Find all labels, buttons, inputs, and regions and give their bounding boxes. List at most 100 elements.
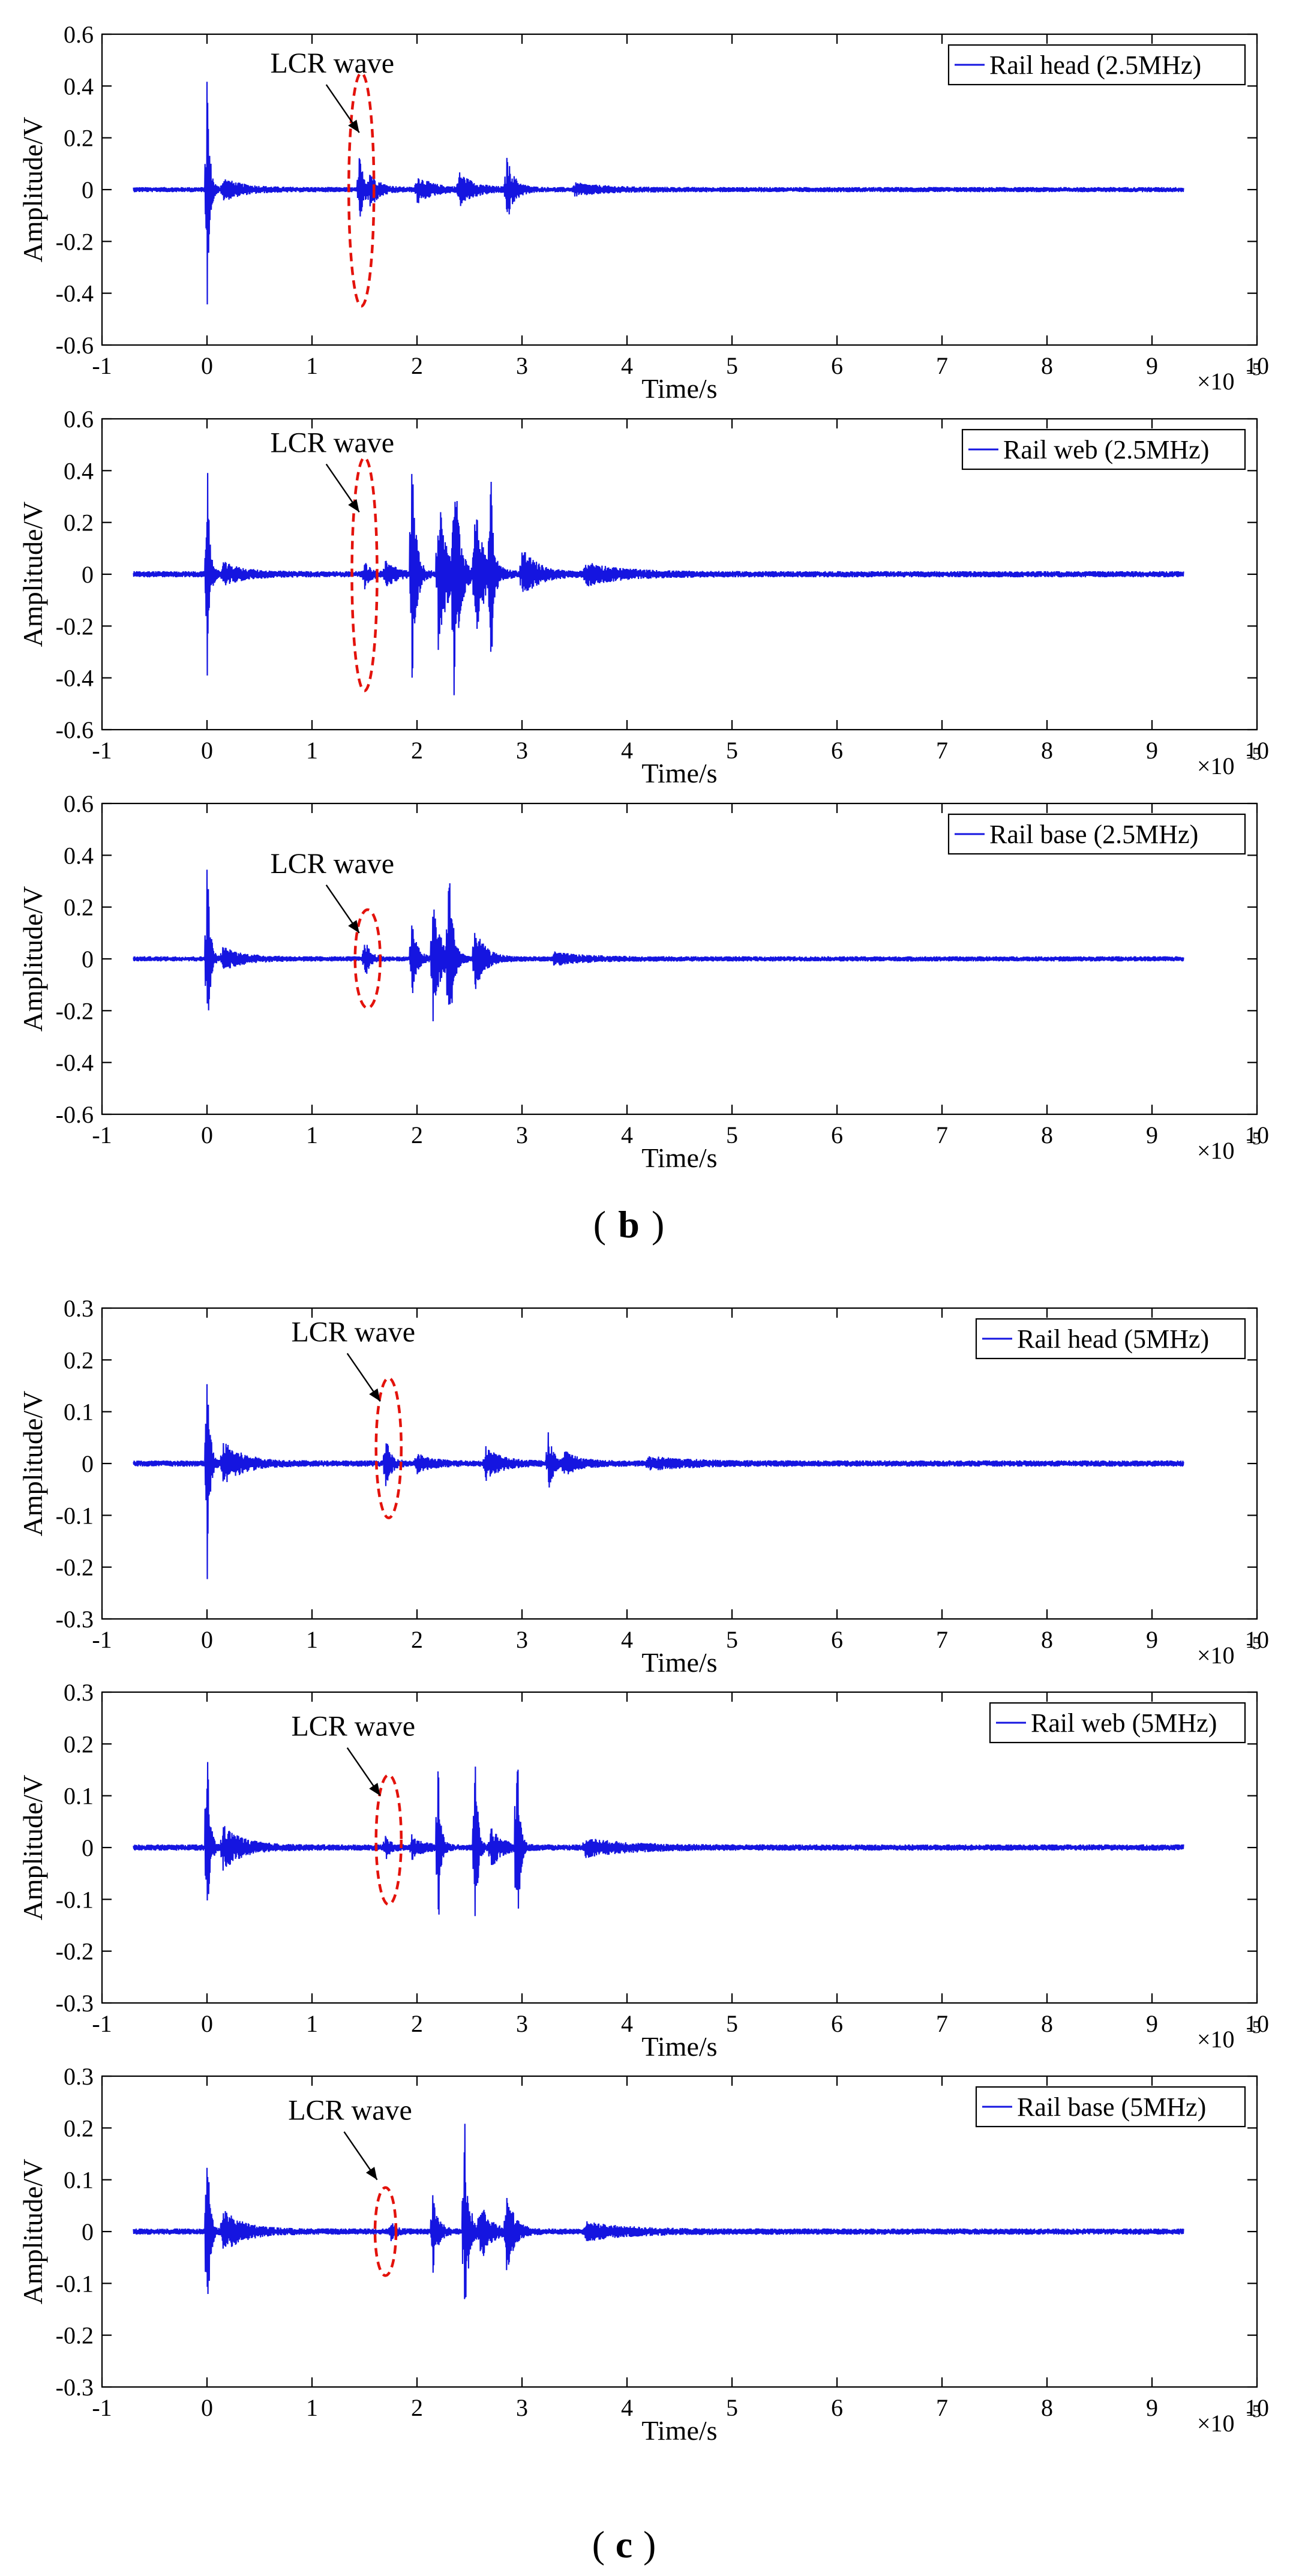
y-tick-label: 0.1 — [64, 2167, 94, 2194]
y-tick-label: 0 — [82, 1834, 94, 1861]
chart-2: -1 0 1 2 3 4 5 6 7 8 9 10 -0.6 -0.4 -0.2 0 0.2 0.4 0.6 Time… — [17, 406, 1269, 788]
lcr-arrow-head — [348, 119, 359, 133]
x-tick-label: 6 — [831, 2394, 843, 2421]
lcr-annotation: LCR wave — [270, 47, 394, 79]
x-tick-label: -1 — [92, 2394, 112, 2421]
y-tick-label: -0.2 — [56, 1938, 94, 1965]
x-tick-label: 4 — [621, 1626, 633, 1653]
y-axis-label: Amplitude/V — [17, 2159, 48, 2305]
legend-label: Rail web (2.5MHz) — [1003, 435, 1209, 464]
x-tick-label: 9 — [1146, 2394, 1158, 2421]
x-tick-label: 7 — [936, 2394, 948, 2421]
signal-trace — [133, 1762, 1184, 1917]
x-tick-label: 0 — [201, 737, 213, 764]
lcr-arrow-head — [365, 2167, 377, 2180]
x-tick-label: 4 — [621, 1121, 633, 1148]
x-tick-label: 10 — [1245, 352, 1269, 379]
legend-label: Rail web (5MHz) — [1031, 1708, 1217, 1738]
chart-4: -1 0 1 2 3 4 5 6 7 8 9 10 -0.3 -0.2 -0.1 0 0.1 0.2 0.3 Time… — [17, 1295, 1269, 1678]
lcr-annotation: LCR wave — [291, 1316, 415, 1348]
x-tick-label: 9 — [1146, 1626, 1158, 1653]
y-tick-label: 0.3 — [64, 1295, 94, 1322]
charts-group: -1 0 1 2 3 4 5 6 7 8 9 10-0.6-0.4-0.200.20.40.6Time… — [17, 21, 1269, 2446]
x-tick-label: 3 — [516, 352, 528, 379]
legend-box — [947, 813, 1246, 855]
x-tick-label: 5 — [726, 2394, 738, 2421]
y-tick-label: -0.3 — [56, 2374, 94, 2401]
y-axis-label: Amplitude/V — [17, 1391, 48, 1537]
x-tick-label: 9 — [1146, 737, 1158, 764]
x-tick-label: 5 — [726, 1121, 738, 1148]
legend-box — [989, 1702, 1246, 1744]
x-tick-label: 9 — [1146, 2010, 1158, 2037]
y-tick-label: 0 — [82, 946, 94, 973]
x-tick-label: 10 — [1245, 737, 1269, 764]
x-axis-label: Time/s — [641, 2031, 717, 2062]
legend-label: Rail head (2.5MHz) — [989, 50, 1201, 80]
lcr-annotation: LCR wave — [291, 1711, 415, 1743]
lcr-arrow-head — [369, 1783, 380, 1796]
x-tick-label: -1 — [92, 352, 112, 379]
legend-box — [947, 44, 1246, 86]
x-multiplier-label: ×10 — [1197, 752, 1235, 779]
x-tick-label: 7 — [936, 352, 948, 379]
legend-box — [975, 1318, 1246, 1360]
panel-label-c-open: ( — [592, 2523, 605, 2566]
y-tick-label: -0.2 — [56, 2322, 94, 2349]
x-multiplier-exponent: -5 — [1246, 1129, 1261, 1148]
x-tick-label: -1 — [92, 2010, 112, 2037]
panel-label-b-close: ) — [652, 1203, 664, 1246]
x-tick-label: 8 — [1041, 2394, 1053, 2421]
x-tick-label: 7 — [936, 2010, 948, 2037]
y-tick-label: -0.2 — [56, 228, 94, 255]
y-tick-label: 0.2 — [64, 1347, 94, 1374]
x-tick-label: 0 — [201, 2010, 213, 2037]
x-tick-label: 6 — [831, 737, 843, 764]
y-tick-label: 0.2 — [64, 509, 94, 536]
x-tick-label: -1 — [92, 737, 112, 764]
legend-label: Rail head (5MHz) — [1017, 1324, 1209, 1354]
x-tick-label: 5 — [726, 2010, 738, 2037]
y-tick-label: 0.6 — [64, 21, 94, 48]
x-tick-label: 6 — [831, 1626, 843, 1653]
lcr-ellipse — [347, 71, 376, 308]
x-tick-label: 1 — [306, 1121, 318, 1148]
y-axis-label: Amplitude/V — [17, 502, 48, 647]
y-tick-label: -0.6 — [56, 332, 94, 359]
y-tick-label: -0.1 — [56, 1502, 94, 1529]
y-axis-label: Amplitude/V — [17, 117, 48, 263]
y-tick-label: -0.2 — [56, 1554, 94, 1581]
x-tick-label: 3 — [516, 1121, 528, 1148]
y-tick-label: 0.4 — [64, 73, 94, 100]
y-tick-label: 0.6 — [64, 790, 94, 817]
x-tick-label: 2 — [411, 737, 423, 764]
x-tick-label: 5 — [726, 737, 738, 764]
x-tick-label: 3 — [516, 1626, 528, 1653]
lcr-ellipse — [374, 1377, 403, 1519]
x-tick-label: 10 — [1245, 2394, 1269, 2421]
x-tick-label: 1 — [306, 2010, 318, 2037]
x-tick-label: 0 — [201, 2394, 213, 2421]
x-multiplier-exponent: -5 — [1246, 2401, 1261, 2421]
y-tick-label: 0.3 — [64, 1679, 94, 1706]
signal-trace — [133, 473, 1184, 695]
x-tick-label: 5 — [726, 352, 738, 379]
x-tick-label: 6 — [831, 1121, 843, 1148]
x-tick-label: 2 — [411, 352, 423, 379]
x-tick-label: 8 — [1041, 737, 1053, 764]
x-axis-label: Time/s — [641, 1142, 717, 1173]
x-tick-label: 2 — [411, 1626, 423, 1653]
y-tick-label: 0 — [82, 2218, 94, 2245]
x-multiplier-exponent: -5 — [1246, 1633, 1261, 1653]
x-tick-label: -1 — [92, 1626, 112, 1653]
x-tick-label: 1 — [306, 2394, 318, 2421]
y-tick-label: -0.4 — [56, 280, 94, 307]
x-tick-label: 4 — [621, 2394, 633, 2421]
x-axis-label: Time/s — [641, 1647, 717, 1678]
y-tick-label: 0.2 — [64, 125, 94, 152]
x-tick-label: 3 — [516, 737, 528, 764]
legend-label: Rail base (5MHz) — [1017, 2092, 1206, 2122]
x-multiplier-label: ×10 — [1197, 368, 1235, 395]
y-tick-label: -0.1 — [56, 2270, 94, 2297]
